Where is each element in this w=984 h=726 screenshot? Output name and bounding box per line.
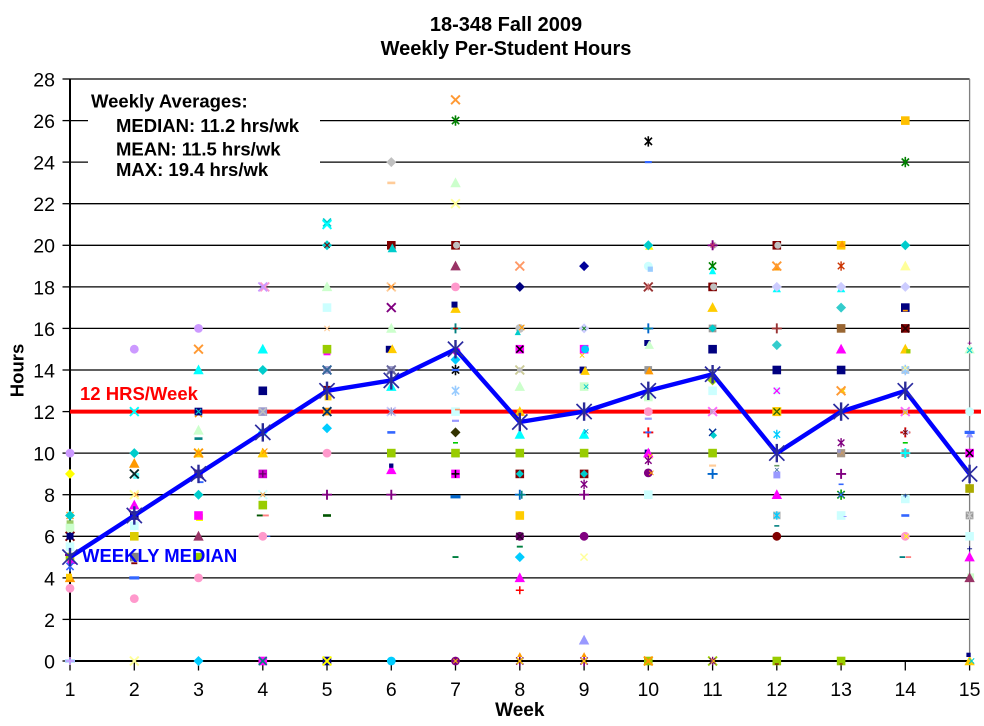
- svg-text:15: 15: [959, 679, 981, 701]
- svg-text:6: 6: [386, 679, 397, 701]
- svg-text:20: 20: [33, 236, 55, 258]
- svg-text:Week: Week: [495, 700, 545, 721]
- svg-text:26: 26: [33, 111, 55, 133]
- svg-text:Weekly Averages:: Weekly Averages:: [91, 91, 248, 112]
- svg-text:14: 14: [894, 679, 916, 701]
- svg-text:WEEKLY MEDIAN: WEEKLY MEDIAN: [82, 545, 237, 566]
- svg-text:12 HRS/Week: 12 HRS/Week: [80, 383, 199, 404]
- svg-text:18-348 Fall 2009: 18-348 Fall 2009: [430, 14, 582, 36]
- svg-text:2: 2: [44, 610, 55, 632]
- svg-text:8: 8: [44, 485, 55, 507]
- svg-text:4: 4: [257, 679, 268, 701]
- svg-text:9: 9: [579, 679, 590, 701]
- svg-text:Hours: Hours: [7, 344, 28, 397]
- svg-text:2: 2: [129, 679, 140, 701]
- svg-text:4: 4: [44, 568, 55, 590]
- svg-text:14: 14: [33, 360, 55, 382]
- svg-text:12: 12: [33, 402, 55, 424]
- svg-text:8: 8: [514, 679, 525, 701]
- svg-text:7: 7: [450, 679, 461, 701]
- svg-text:22: 22: [33, 194, 55, 216]
- svg-text:16: 16: [33, 319, 55, 341]
- svg-text:10: 10: [33, 444, 55, 466]
- svg-text:MEAN: 11.5 hrs/wk: MEAN: 11.5 hrs/wk: [116, 139, 281, 160]
- svg-text:18: 18: [33, 277, 55, 299]
- svg-text:MEDIAN: 11.2 hrs/wk: MEDIAN: 11.2 hrs/wk: [116, 115, 300, 136]
- svg-text:1: 1: [65, 679, 76, 701]
- svg-text:10: 10: [637, 679, 659, 701]
- svg-text:28: 28: [33, 69, 55, 91]
- svg-text:5: 5: [322, 679, 333, 701]
- svg-text:0: 0: [44, 651, 55, 673]
- svg-text:24: 24: [33, 153, 55, 175]
- svg-text:Weekly Per-Student Hours: Weekly Per-Student Hours: [381, 38, 632, 60]
- svg-text:12: 12: [766, 679, 788, 701]
- svg-text:13: 13: [830, 679, 852, 701]
- svg-text:MAX: 19.4 hrs/wk: MAX: 19.4 hrs/wk: [116, 159, 269, 180]
- svg-text:11: 11: [702, 679, 722, 701]
- svg-text:3: 3: [193, 679, 204, 701]
- svg-text:6: 6: [44, 527, 55, 549]
